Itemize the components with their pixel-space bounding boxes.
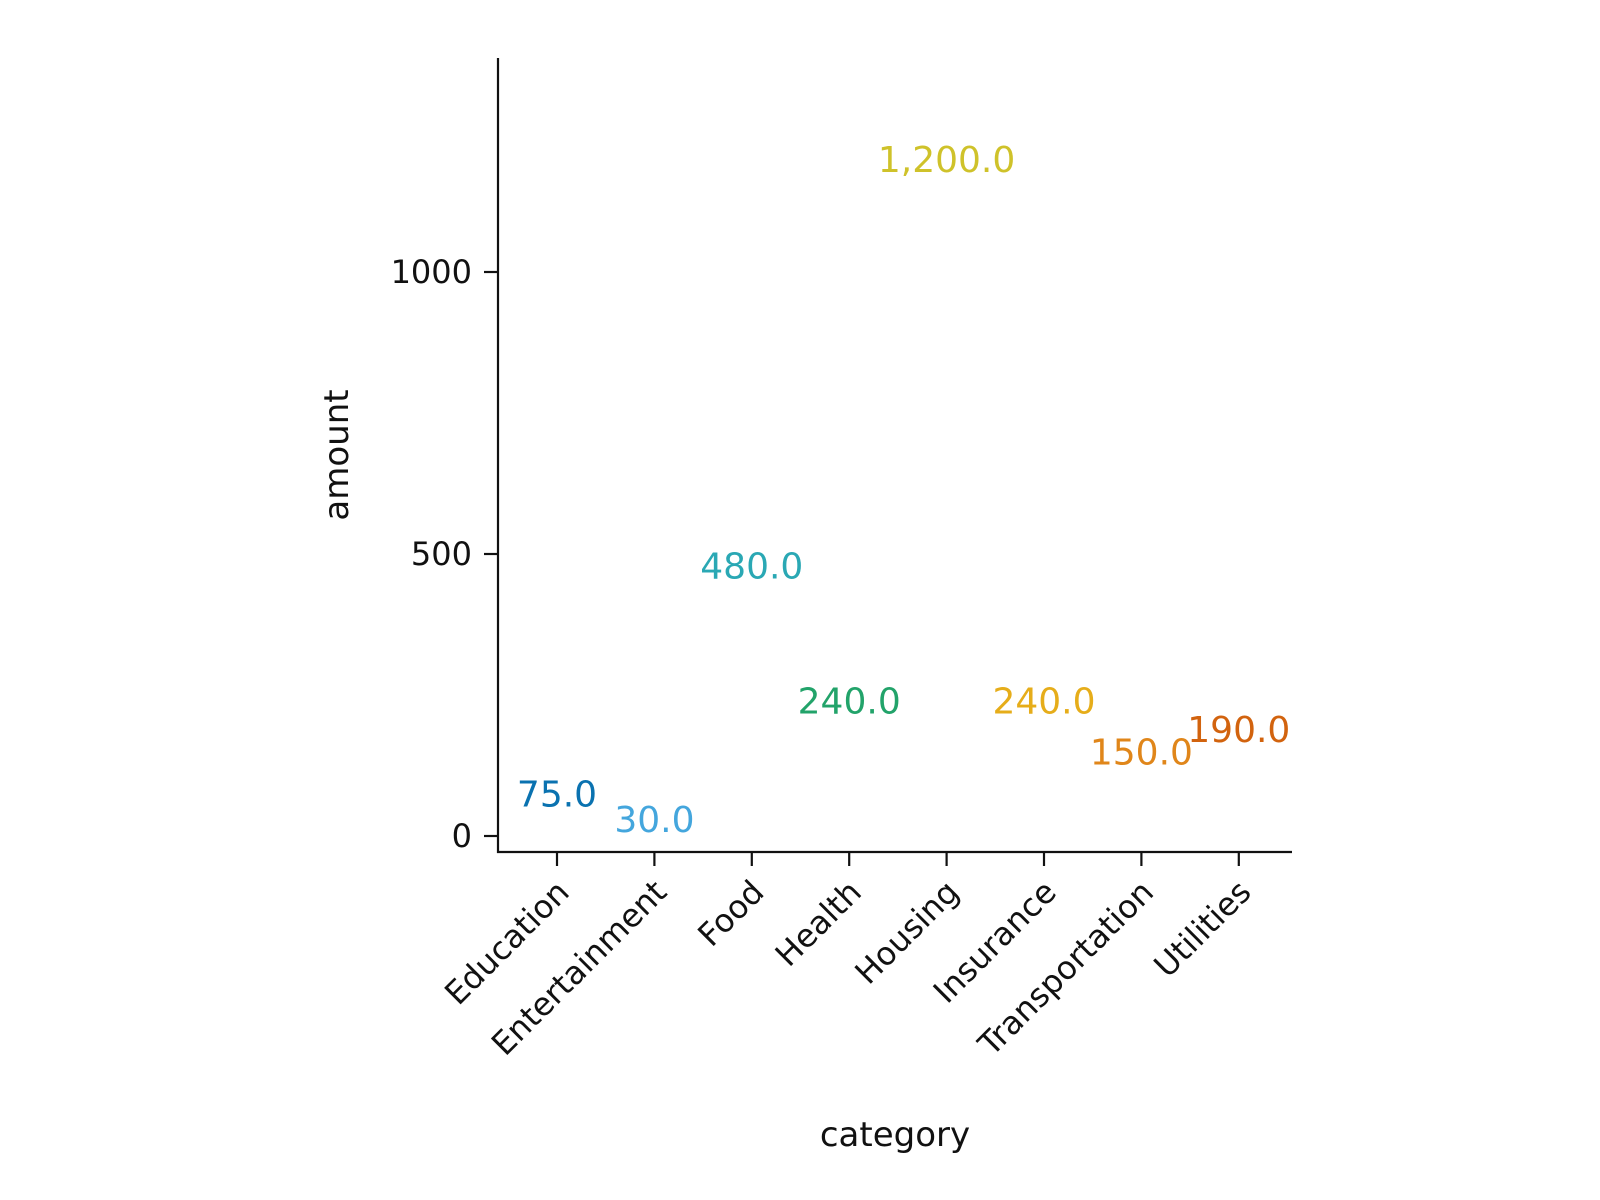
data-label: 75.0 [517,775,597,816]
y-ticks: 0 500 1000 [391,253,498,855]
data-label: 190.0 [1187,710,1290,751]
x-tick-label: Entertainment [484,873,674,1063]
x-axis-title: category [820,1115,970,1155]
y-tick-label: 0 [452,817,472,855]
x-tick-label: Transportation [970,873,1161,1064]
data-label: 1,200.0 [878,140,1015,181]
data-label: 480.0 [700,546,803,587]
data-label: 150.0 [1090,732,1193,773]
x-tick-label: Food [690,873,771,954]
data-label: 240.0 [798,682,901,723]
data-label: 30.0 [614,800,694,841]
data-label: 240.0 [992,682,1095,723]
y-axis-title: amount [317,389,357,520]
y-tick-label: 500 [411,535,472,573]
x-tick-label: Utilities [1146,873,1258,985]
y-tick-label: 1000 [391,253,472,291]
